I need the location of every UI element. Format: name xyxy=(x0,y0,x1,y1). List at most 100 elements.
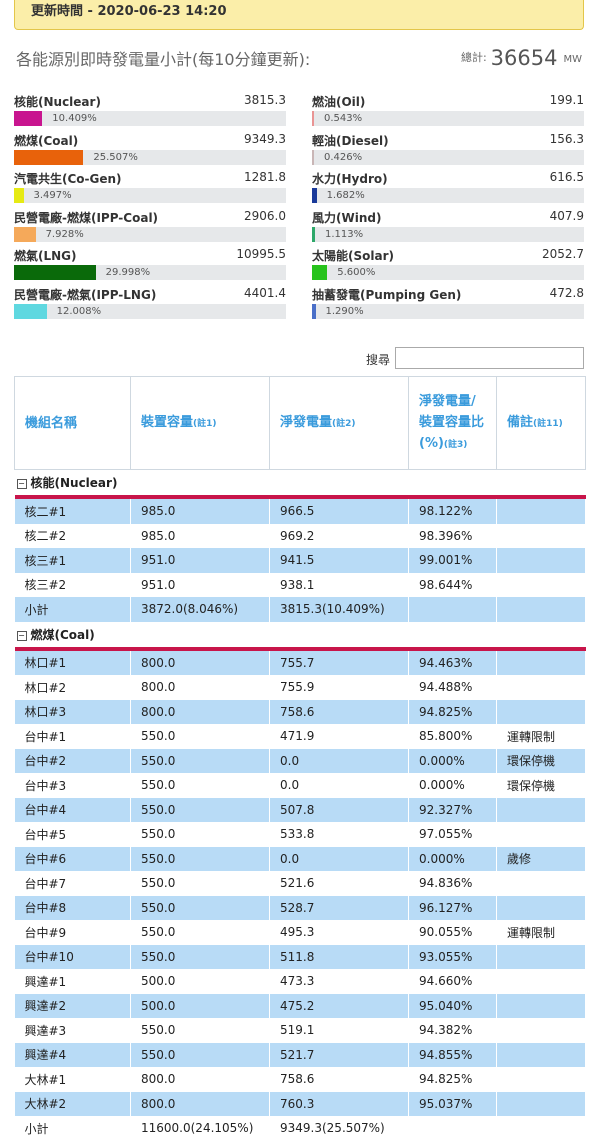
energy-source-name: 燃氣(LNG) xyxy=(14,247,77,264)
remark-cell xyxy=(497,1043,586,1068)
capacity-cell: 550.0 xyxy=(131,773,270,798)
col-header-capacity[interactable]: 裝置容量(註1) xyxy=(131,377,270,470)
capacity-cell: 800.0 xyxy=(131,675,270,700)
energy-source-bar-fill xyxy=(312,304,316,319)
capacity-cell: 550.0 xyxy=(131,1018,270,1043)
remark-cell xyxy=(497,969,586,994)
unit-name-cell: 台中#10 xyxy=(15,945,131,970)
ratio-cell: 0.000% xyxy=(409,749,497,774)
remark-cell: 歲修 xyxy=(497,847,586,872)
energy-source-bar-fill xyxy=(312,265,327,280)
table-row: 興達#3 550.0 519.1 94.382% xyxy=(15,1018,586,1043)
remark-cell: 運轉限制 xyxy=(497,920,586,945)
energy-source-value: 156.3 xyxy=(550,132,584,146)
energy-source-item: 核能(Nuclear) 3815.3 10.409% xyxy=(14,93,286,131)
group-header-row[interactable]: − 燃煤(Coal) xyxy=(15,622,586,649)
table-row: 興達#4 550.0 521.7 94.855% xyxy=(15,1043,586,1068)
energy-source-name: 風力(Wind) xyxy=(312,209,381,226)
remark-cell xyxy=(497,896,586,921)
group-header-row[interactable]: − 核能(Nuclear) xyxy=(15,470,586,498)
ratio-cell: 98.122% xyxy=(409,497,497,524)
energy-source-name: 民營電廠-燃煤(IPP-Coal) xyxy=(14,209,158,226)
capacity-cell: 800.0 xyxy=(131,700,270,725)
table-row: 核二#1 985.0 966.5 98.122% xyxy=(15,497,586,524)
remark-cell xyxy=(497,871,586,896)
collapse-icon[interactable]: − xyxy=(17,631,27,641)
col-header-ratio[interactable]: 淨發電量/裝置容量比(%)(註3) xyxy=(409,377,497,470)
energy-source-name: 核能(Nuclear) xyxy=(14,93,101,110)
ratio-cell: 93.055% xyxy=(409,945,497,970)
table-header-row: 機組名稱 裝置容量(註1) 淨發電量(註2) 淨發電量/裝置容量比(%)(註3)… xyxy=(15,377,586,470)
capacity-cell: 550.0 xyxy=(131,920,270,945)
group-header-cell[interactable]: − 核能(Nuclear) xyxy=(15,470,586,498)
energy-source-bar-fill xyxy=(312,188,317,203)
table-row: 興達#2 500.0 475.2 95.040% xyxy=(15,994,586,1019)
energy-source-name: 燃煤(Coal) xyxy=(14,132,78,149)
ratio-cell: 96.127% xyxy=(409,896,497,921)
remark-cell xyxy=(497,994,586,1019)
unit-name-cell: 大林#2 xyxy=(15,1092,131,1117)
unit-name-cell: 興達#1 xyxy=(15,969,131,994)
energy-source-bar-fill xyxy=(14,188,24,203)
capacity-cell: 550.0 xyxy=(131,847,270,872)
energy-source-value: 472.8 xyxy=(550,286,584,300)
total-label: 總計: xyxy=(461,51,487,64)
energy-source-item: 太陽能(Solar) 2052.7 5.600% xyxy=(312,247,584,285)
energy-source-bar: 1.290% xyxy=(312,304,584,319)
remark-cell xyxy=(497,649,586,676)
energy-source-item: 民營電廠-燃煤(IPP-Coal) 2906.0 7.928% xyxy=(14,209,286,247)
energy-source-value: 2906.0 xyxy=(244,209,286,223)
energy-source-item: 輕油(Diesel) 156.3 0.426% xyxy=(312,132,584,170)
ratio-cell: 97.055% xyxy=(409,822,497,847)
remark-cell: 運轉限制 xyxy=(497,724,586,749)
energy-source-value: 616.5 xyxy=(550,170,584,184)
energy-source-bar-fill xyxy=(312,111,314,126)
net-generation-cell: 755.7 xyxy=(270,649,409,676)
table-row: 台中#2 550.0 0.0 0.000% 環保停機 xyxy=(15,749,586,774)
ratio-cell: 94.463% xyxy=(409,649,497,676)
table-row: 台中#10 550.0 511.8 93.055% xyxy=(15,945,586,970)
capacity-cell: 550.0 xyxy=(131,749,270,774)
ratio-cell: 98.396% xyxy=(409,524,497,549)
net-generation-cell: 521.7 xyxy=(270,1043,409,1068)
table-row: 台中#6 550.0 0.0 0.000% 歲修 xyxy=(15,847,586,872)
ratio-cell: 0.000% xyxy=(409,847,497,872)
energy-source-percent: 3.497% xyxy=(34,190,72,201)
ratio-cell: 94.825% xyxy=(409,700,497,725)
col-header-remark[interactable]: 備註(註11) xyxy=(497,377,586,470)
col-header-unit[interactable]: 機組名稱 xyxy=(15,377,131,470)
net-generation-cell: 0.0 xyxy=(270,773,409,798)
unit-name-cell: 台中#3 xyxy=(15,773,131,798)
energy-source-value: 10995.5 xyxy=(236,247,286,261)
capacity-cell: 550.0 xyxy=(131,896,270,921)
table-row: 台中#8 550.0 528.7 96.127% xyxy=(15,896,586,921)
net-generation-cell: 941.5 xyxy=(270,548,409,573)
energy-source-bar: 3.497% xyxy=(14,188,286,203)
unit-name-cell: 小計 xyxy=(15,597,131,622)
update-time-text: 更新時間 - 2020-06-23 14:20 xyxy=(31,0,227,19)
net-generation-cell: 758.6 xyxy=(270,1067,409,1092)
search-input[interactable] xyxy=(395,347,584,369)
group-header-cell[interactable]: − 燃煤(Coal) xyxy=(15,622,586,649)
capacity-cell: 550.0 xyxy=(131,822,270,847)
energy-source-name: 抽蓄發電(Pumping Gen) xyxy=(312,286,461,303)
energy-source-bar: 1.682% xyxy=(312,188,584,203)
unit-name-cell: 核二#2 xyxy=(15,524,131,549)
ratio-cell: 95.040% xyxy=(409,994,497,1019)
energy-source-name: 汽電共生(Co-Gen) xyxy=(14,170,122,187)
collapse-icon[interactable]: − xyxy=(17,479,27,489)
capacity-cell: 550.0 xyxy=(131,798,270,823)
col-header-net-generation[interactable]: 淨發電量(註2) xyxy=(270,377,409,470)
net-generation-cell: 471.9 xyxy=(270,724,409,749)
remark-cell: 環保停機 xyxy=(497,749,586,774)
net-generation-cell: 475.2 xyxy=(270,994,409,1019)
unit-name-cell: 核三#2 xyxy=(15,573,131,598)
energy-source-percent: 25.507% xyxy=(93,152,138,163)
energy-source-name: 輕油(Diesel) xyxy=(312,132,389,149)
unit-name-cell: 興達#2 xyxy=(15,994,131,1019)
energy-source-item: 燃煤(Coal) 9349.3 25.507% xyxy=(14,132,286,170)
energy-source-value: 2052.7 xyxy=(542,247,584,261)
unit-name-cell: 台中#8 xyxy=(15,896,131,921)
table-row: 核三#2 951.0 938.1 98.644% xyxy=(15,573,586,598)
energy-source-bar: 29.998% xyxy=(14,265,286,280)
